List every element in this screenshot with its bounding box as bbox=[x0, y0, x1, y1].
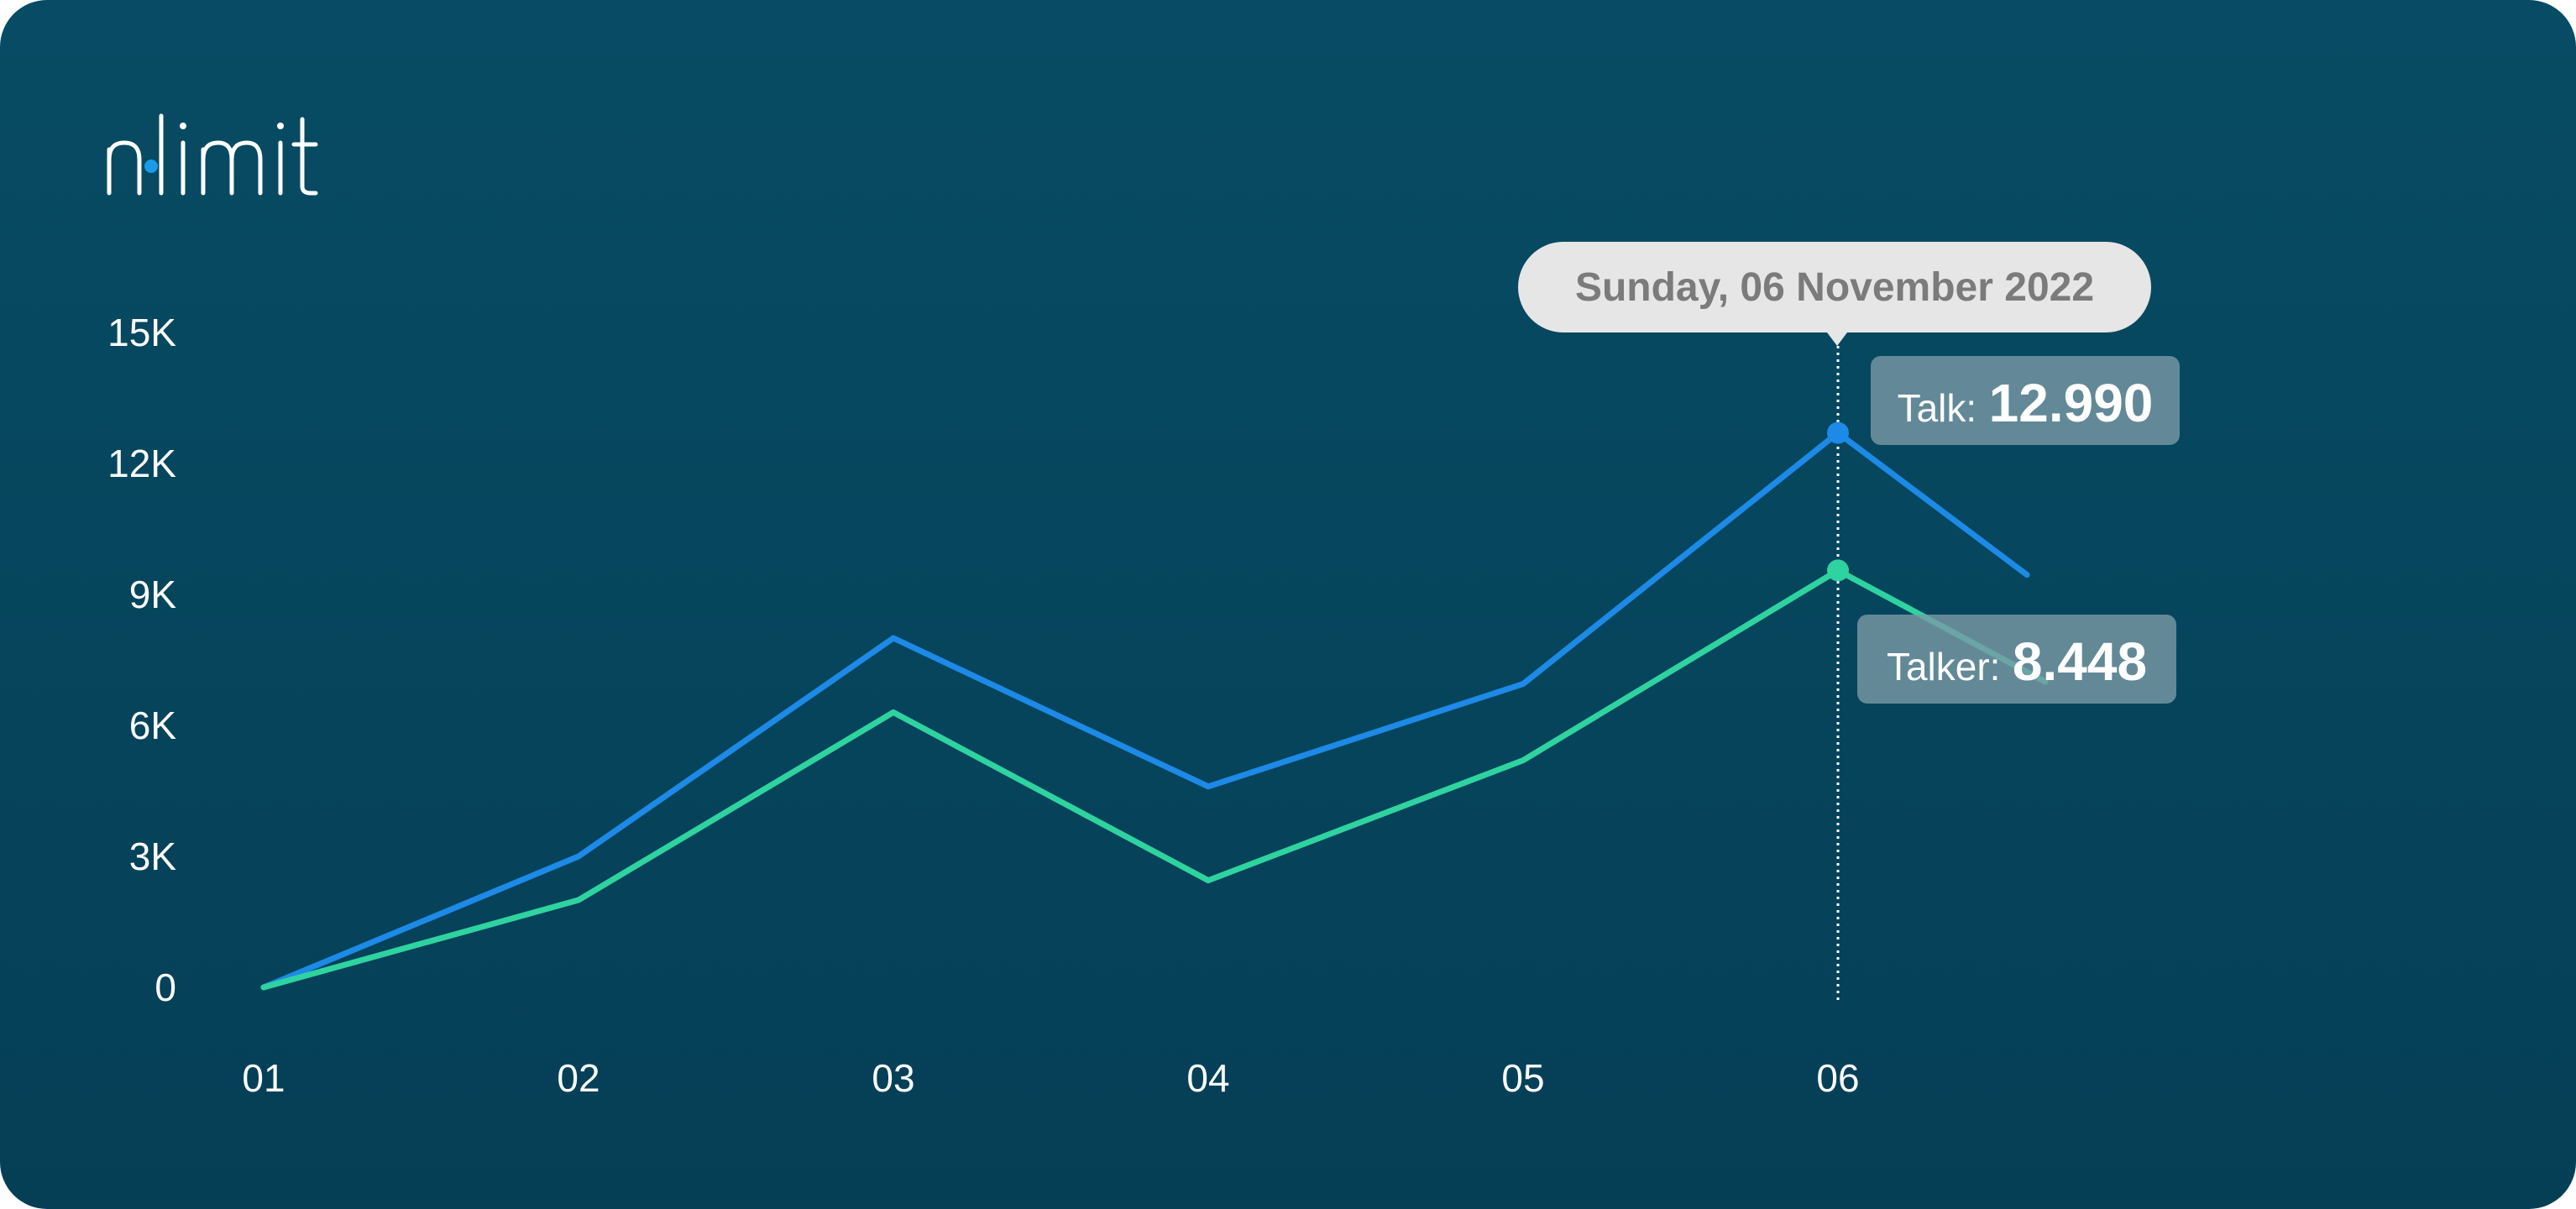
y-tick-label: 9K bbox=[129, 573, 177, 616]
date-tooltip: Sunday, 06 November 2022 bbox=[1518, 242, 2151, 346]
talker-value-box: Talker: 8.448 bbox=[1857, 615, 2176, 704]
nlimit-logo bbox=[107, 113, 318, 196]
highlight-points bbox=[1827, 421, 1849, 582]
x-axis: 01 02 03 04 05 06 bbox=[242, 1056, 1859, 1100]
highlight-point-talker[interactable] bbox=[1827, 559, 1849, 582]
highlight-point-talk[interactable] bbox=[1827, 421, 1849, 444]
talk-value-box: Talk: 12.990 bbox=[1871, 356, 2180, 445]
x-tick-label: 01 bbox=[242, 1056, 285, 1100]
y-tick-label: 15K bbox=[107, 311, 176, 354]
talk-value: 12.990 bbox=[1989, 373, 2154, 433]
talker-value: 8.448 bbox=[2013, 631, 2147, 692]
y-tick-label: 0 bbox=[154, 966, 176, 1009]
x-tick-label: 05 bbox=[1501, 1056, 1544, 1100]
x-tick-label: 04 bbox=[1186, 1056, 1229, 1100]
talk-label: Talk: bbox=[1898, 386, 1977, 430]
talker-label: Talker: bbox=[1887, 645, 2000, 688]
series-line-talker bbox=[260, 567, 2049, 991]
tooltip-date: Sunday, 06 November 2022 bbox=[1575, 265, 2094, 310]
svg-text:Talker: 8.448: Talker: 8.448 bbox=[1887, 631, 2147, 692]
y-tick-label: 12K bbox=[107, 442, 176, 485]
y-axis: 0 3K 6K 9K 12K 15K bbox=[107, 311, 176, 1009]
x-tick-label: 03 bbox=[872, 1056, 914, 1100]
x-tick-label: 06 bbox=[1816, 1056, 1859, 1100]
x-tick-label: 02 bbox=[557, 1056, 599, 1100]
svg-text:Talk: 12.990: Talk: 12.990 bbox=[1898, 373, 2154, 433]
y-tick-label: 3K bbox=[129, 835, 177, 878]
y-tick-label: 6K bbox=[129, 704, 177, 747]
series-lines bbox=[260, 430, 2049, 991]
series-line-talk bbox=[260, 430, 2030, 991]
